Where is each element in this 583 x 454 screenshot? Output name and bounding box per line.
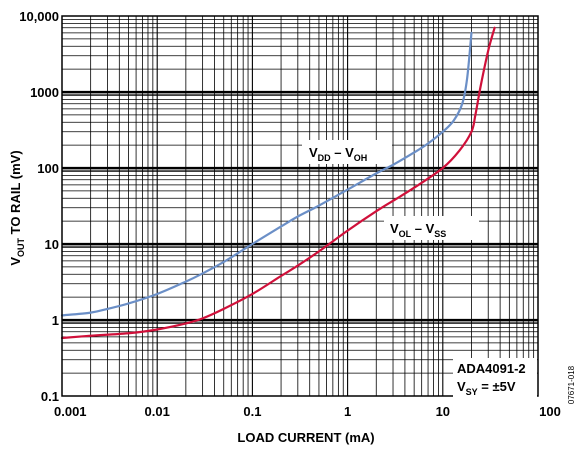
x-axis-label: LOAD CURRENT (mA) [237,430,374,445]
series-label-vdd-voh: VDD – VOH [302,140,392,164]
svg-text:VDD – VOH: VDD – VOH [309,145,367,163]
x-tick-label: 0.001 [54,404,87,419]
series-line-vdd-voh [60,31,473,317]
x-tick-label: 10 [436,404,450,419]
y-tick-label: 100 [37,161,59,176]
device-annotation: ADA4091-2 VSY = ±5V [453,358,537,398]
y-tick-label: 1 [52,313,59,328]
curves [60,26,496,340]
y-tick-label: 0.1 [41,389,59,404]
svg-text:VOL – VSS: VOL – VSS [390,221,446,239]
svg-text:ADA4091-2: ADA4091-2 [457,361,526,376]
plot-frame [61,15,539,397]
svg-text:VSY = ±5V: VSY = ±5V [457,379,516,397]
y-tick-label: 10 [45,237,59,252]
series-line-vol-vss [60,26,496,340]
x-tick-labels: 0.001 0.01 0.1 1 10 100 [54,404,561,419]
y-tick-label: 10,000 [19,9,59,24]
x-tick-label: 1 [344,404,351,419]
series-label-vol-vss: VOL – VSS [384,216,479,240]
x-tick-label: 0.01 [145,404,170,419]
x-tick-label: 0.1 [243,404,261,419]
grid [62,16,538,396]
x-tick-label: 100 [539,404,561,419]
y-axis-label: VOUT TO RAIL (mV) [8,150,26,265]
figure-id: 07671-018 [567,365,576,404]
y-tick-label: 1000 [30,85,59,100]
y-tick-labels: 0.1 1 10 100 1000 10,000 [19,9,59,404]
